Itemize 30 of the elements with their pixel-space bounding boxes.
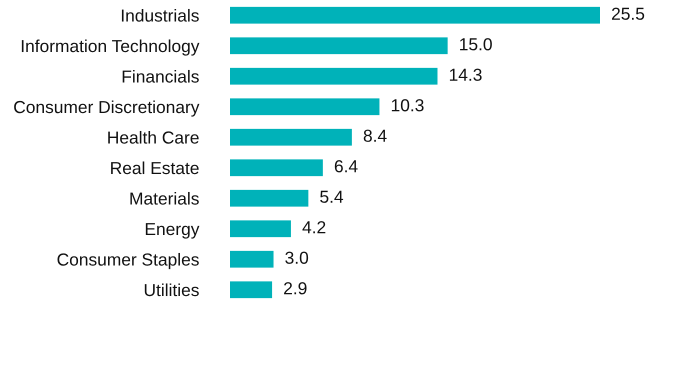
data-label: 5.4 bbox=[320, 190, 344, 203]
data-label: 25.5 bbox=[612, 8, 644, 20]
data-label: 3.0 bbox=[285, 252, 308, 264]
data-label: 15.0 bbox=[460, 38, 492, 50]
y-tick-label: Real Estate bbox=[111, 161, 199, 174]
data-label: 14.3 bbox=[450, 68, 482, 81]
y-tick-label: Information Technology bbox=[22, 39, 200, 56]
y-tick-label: Financials bbox=[122, 70, 199, 83]
y-tick-label: Consumer Staples bbox=[58, 252, 199, 270]
data-label: 6.4 bbox=[334, 160, 358, 172]
bar bbox=[230, 6, 600, 24]
bar bbox=[230, 159, 323, 176]
y-tick-label: Materials bbox=[130, 192, 199, 205]
bar bbox=[230, 98, 380, 116]
data-label: 8.4 bbox=[364, 130, 387, 142]
y-tick-label: Industrials bbox=[122, 8, 199, 22]
data-label: 10.3 bbox=[392, 99, 424, 112]
bar bbox=[230, 128, 352, 146]
y-tick-label: Energy bbox=[146, 223, 200, 239]
bar bbox=[230, 250, 274, 268]
bar bbox=[230, 190, 308, 207]
y-tick-label: Health Care bbox=[108, 130, 199, 144]
data-label: 2.9 bbox=[284, 282, 306, 294]
bar bbox=[230, 68, 438, 85]
bar bbox=[230, 220, 291, 238]
data-label: 4.2 bbox=[302, 221, 326, 234]
bar bbox=[230, 37, 448, 54]
y-tick-label: Consumer Discretionary bbox=[14, 100, 200, 117]
bar bbox=[230, 281, 272, 298]
y-tick-label: Utilities bbox=[144, 283, 199, 296]
